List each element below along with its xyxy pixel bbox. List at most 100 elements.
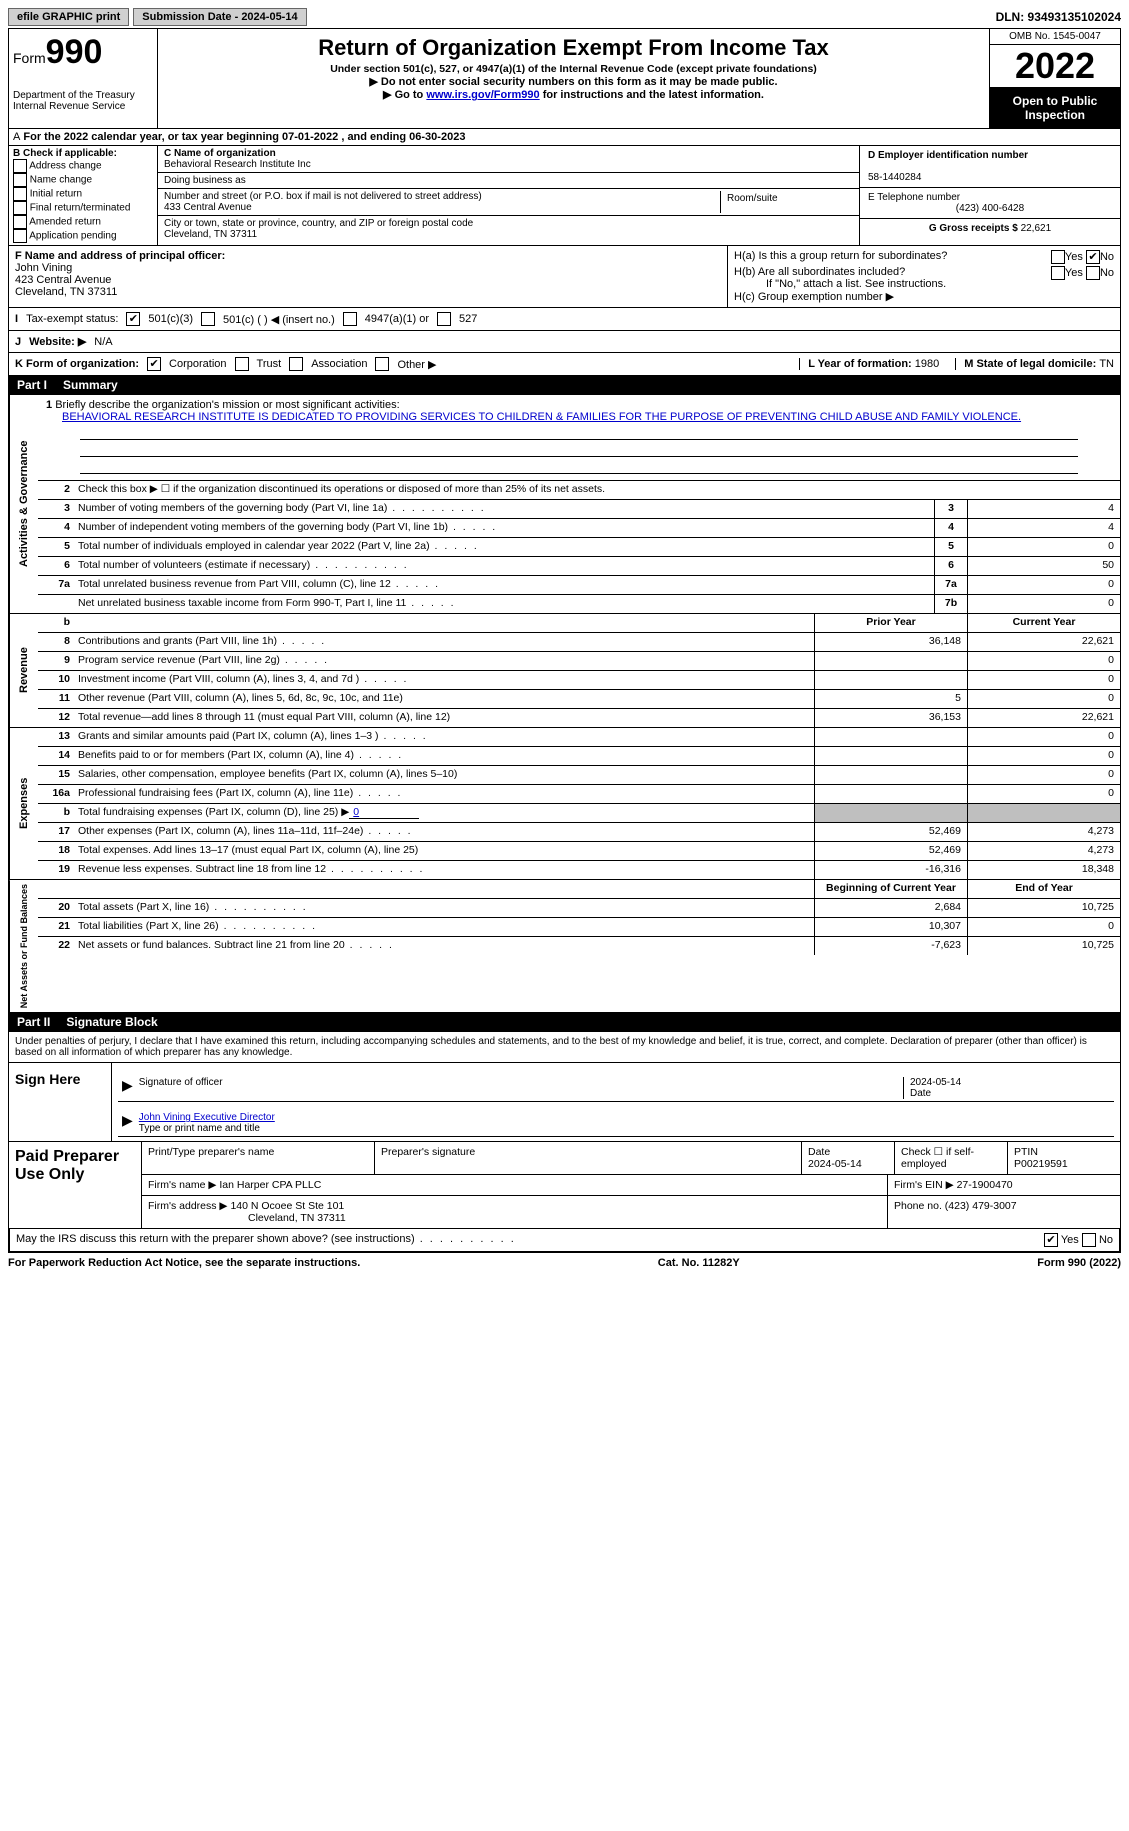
mission-text: BEHAVIORAL RESEARCH INSTITUTE IS DEDICAT… bbox=[62, 411, 1021, 423]
mission-label: Briefly describe the organization's miss… bbox=[55, 399, 399, 411]
officer-name: John Vining bbox=[15, 262, 72, 274]
tax-exempt-row: I Tax-exempt status: 501(c)(3) 501(c) ( … bbox=[8, 308, 1121, 331]
check-association[interactable] bbox=[289, 357, 303, 371]
org-name-label: C Name of organization bbox=[164, 148, 276, 159]
firm-addr1: 140 N Ocoee St Ste 101 bbox=[230, 1200, 344, 1212]
hc-label: H(c) Group exemption number ▶ bbox=[734, 290, 1114, 303]
check-amended-return[interactable] bbox=[13, 215, 27, 229]
check-application-pending[interactable] bbox=[13, 229, 27, 243]
col-current-year: Current Year bbox=[967, 614, 1120, 632]
tax-year: 2022 bbox=[990, 45, 1120, 88]
box-h: H(a) Is this a group return for subordin… bbox=[727, 246, 1120, 307]
line3-value: 4 bbox=[967, 500, 1120, 518]
check-name-change[interactable] bbox=[13, 173, 27, 187]
hb-yes-check[interactable] bbox=[1051, 266, 1065, 280]
side-activities-governance: Activities & Governance bbox=[9, 395, 38, 613]
header-right: OMB No. 1545-0047 2022 Open to Public In… bbox=[989, 29, 1120, 128]
line3-desc: Number of voting members of the governin… bbox=[74, 500, 934, 518]
part-ii-header: Part IISignature Block bbox=[8, 1013, 1121, 1032]
instr-ssn: ▶ Do not enter social security numbers o… bbox=[162, 75, 985, 88]
hb-no-check[interactable] bbox=[1086, 266, 1100, 280]
catalog-number: Cat. No. 11282Y bbox=[658, 1257, 740, 1269]
irs-link[interactable]: www.irs.gov/Form990 bbox=[426, 89, 539, 101]
self-employed-check[interactable]: Check ☐ if self-employed bbox=[895, 1142, 1008, 1174]
col-eoy: End of Year bbox=[967, 880, 1120, 898]
gross-receipts-value: 22,621 bbox=[1021, 223, 1052, 234]
firm-ein: 27-1900470 bbox=[957, 1179, 1013, 1191]
check-501c3[interactable] bbox=[126, 312, 140, 326]
firm-addr2: Cleveland, TN 37311 bbox=[248, 1212, 346, 1224]
ha-yes-check[interactable] bbox=[1051, 250, 1065, 264]
signature-block: Under penalties of perjury, I declare th… bbox=[8, 1032, 1121, 1253]
city-label: City or town, state or province, country… bbox=[164, 218, 473, 229]
room-suite-label: Room/suite bbox=[721, 191, 853, 213]
prep-sig-header: Preparer's signature bbox=[375, 1142, 802, 1174]
ein-label: D Employer identification number bbox=[868, 150, 1028, 161]
form-number: 990 bbox=[46, 33, 103, 71]
phone-label: E Telephone number bbox=[868, 192, 960, 203]
header-mid: Return of Organization Exempt From Incom… bbox=[158, 29, 989, 128]
box-f: F Name and address of principal officer:… bbox=[9, 246, 727, 307]
arrow-icon: ▶ bbox=[122, 1112, 133, 1134]
discuss-yes-check[interactable] bbox=[1044, 1233, 1058, 1247]
ein-value: 58-1440284 bbox=[868, 172, 921, 183]
officer-group-block: F Name and address of principal officer:… bbox=[8, 246, 1121, 308]
omb-number: OMB No. 1545-0047 bbox=[990, 29, 1120, 45]
ha-no-check[interactable] bbox=[1086, 250, 1100, 264]
org-name: Behavioral Research Institute Inc bbox=[164, 159, 311, 170]
efile-button[interactable]: efile GRAPHIC print bbox=[8, 8, 129, 26]
check-other[interactable] bbox=[375, 357, 389, 371]
check-501c[interactable] bbox=[201, 312, 215, 326]
check-final-return[interactable] bbox=[13, 201, 27, 215]
officer-label: F Name and address of principal officer: bbox=[15, 250, 225, 262]
check-corporation[interactable] bbox=[147, 357, 161, 371]
prep-name-header: Print/Type preparer's name bbox=[142, 1142, 375, 1174]
website-label: Website: ▶ bbox=[29, 335, 86, 348]
form-org-label: K Form of organization: bbox=[15, 358, 139, 370]
check-4947[interactable] bbox=[343, 312, 357, 326]
instr-link-line: ▶ Go to www.irs.gov/Form990 for instruct… bbox=[162, 88, 985, 101]
org-form-row: K Form of organization: Corporation Trus… bbox=[8, 353, 1121, 376]
discuss-question: May the IRS discuss this return with the… bbox=[16, 1233, 1044, 1247]
col-prior-year: Prior Year bbox=[814, 614, 967, 632]
page-footer: For Paperwork Reduction Act Notice, see … bbox=[8, 1253, 1121, 1273]
street-value: 433 Central Avenue bbox=[164, 202, 252, 213]
street-label: Number and street (or P.O. box if mail i… bbox=[164, 191, 482, 202]
entity-block: B Check if applicable: Address change Na… bbox=[8, 146, 1121, 246]
calendar-year-line: A For the 2022 calendar year, or tax yea… bbox=[8, 129, 1121, 146]
irs-label: Internal Revenue Service bbox=[13, 101, 153, 112]
phone-value: (423) 400-6428 bbox=[868, 203, 1112, 214]
check-address-change[interactable] bbox=[13, 159, 27, 173]
open-public-badge: Open to Public Inspection bbox=[990, 88, 1120, 128]
declaration-text: Under penalties of perjury, I declare th… bbox=[9, 1032, 1120, 1062]
check-initial-return[interactable] bbox=[13, 187, 27, 201]
form-header: Form990 Department of the Treasury Inter… bbox=[8, 28, 1121, 129]
form-title: Return of Organization Exempt From Incom… bbox=[162, 35, 985, 61]
check-527[interactable] bbox=[437, 312, 451, 326]
tax-exempt-label: Tax-exempt status: bbox=[26, 313, 118, 325]
dln-label: DLN: 93493135102024 bbox=[996, 10, 1121, 24]
discuss-no-check[interactable] bbox=[1082, 1233, 1096, 1247]
sign-here-label: Sign Here bbox=[9, 1063, 112, 1141]
form-id-footer: Form 990 (2022) bbox=[1037, 1257, 1121, 1269]
paid-preparer-block: Paid Preparer Use Only Print/Type prepar… bbox=[9, 1141, 1120, 1228]
box-b-label: B Check if applicable: bbox=[13, 148, 153, 159]
side-net-assets: Net Assets or Fund Balances bbox=[9, 880, 38, 1012]
website-row: J Website: ▶ N/A bbox=[8, 331, 1121, 353]
submission-date-button[interactable]: Submission Date - 2024-05-14 bbox=[133, 8, 306, 26]
form-prefix: Form bbox=[13, 50, 46, 66]
box-b: B Check if applicable: Address change Na… bbox=[9, 146, 158, 245]
side-revenue: Revenue bbox=[9, 614, 38, 727]
ha-label: H(a) Is this a group return for subordin… bbox=[734, 250, 947, 262]
hb-label: H(b) Are all subordinates included? bbox=[734, 266, 905, 278]
ptin-value: P00219591 bbox=[1014, 1158, 1068, 1170]
website-value: N/A bbox=[94, 336, 112, 348]
firm-name: Ian Harper CPA PLLC bbox=[219, 1179, 321, 1191]
year-formation: 1980 bbox=[915, 358, 939, 370]
dept-label: Department of the Treasury bbox=[13, 90, 153, 101]
expenses-section: Expenses 13Grants and similar amounts pa… bbox=[8, 728, 1121, 880]
check-trust[interactable] bbox=[235, 357, 249, 371]
header-left: Form990 Department of the Treasury Inter… bbox=[9, 29, 158, 128]
form-subtitle: Under section 501(c), 527, or 4947(a)(1)… bbox=[162, 63, 985, 75]
box-c: C Name of organization Behavioral Resear… bbox=[158, 146, 859, 245]
